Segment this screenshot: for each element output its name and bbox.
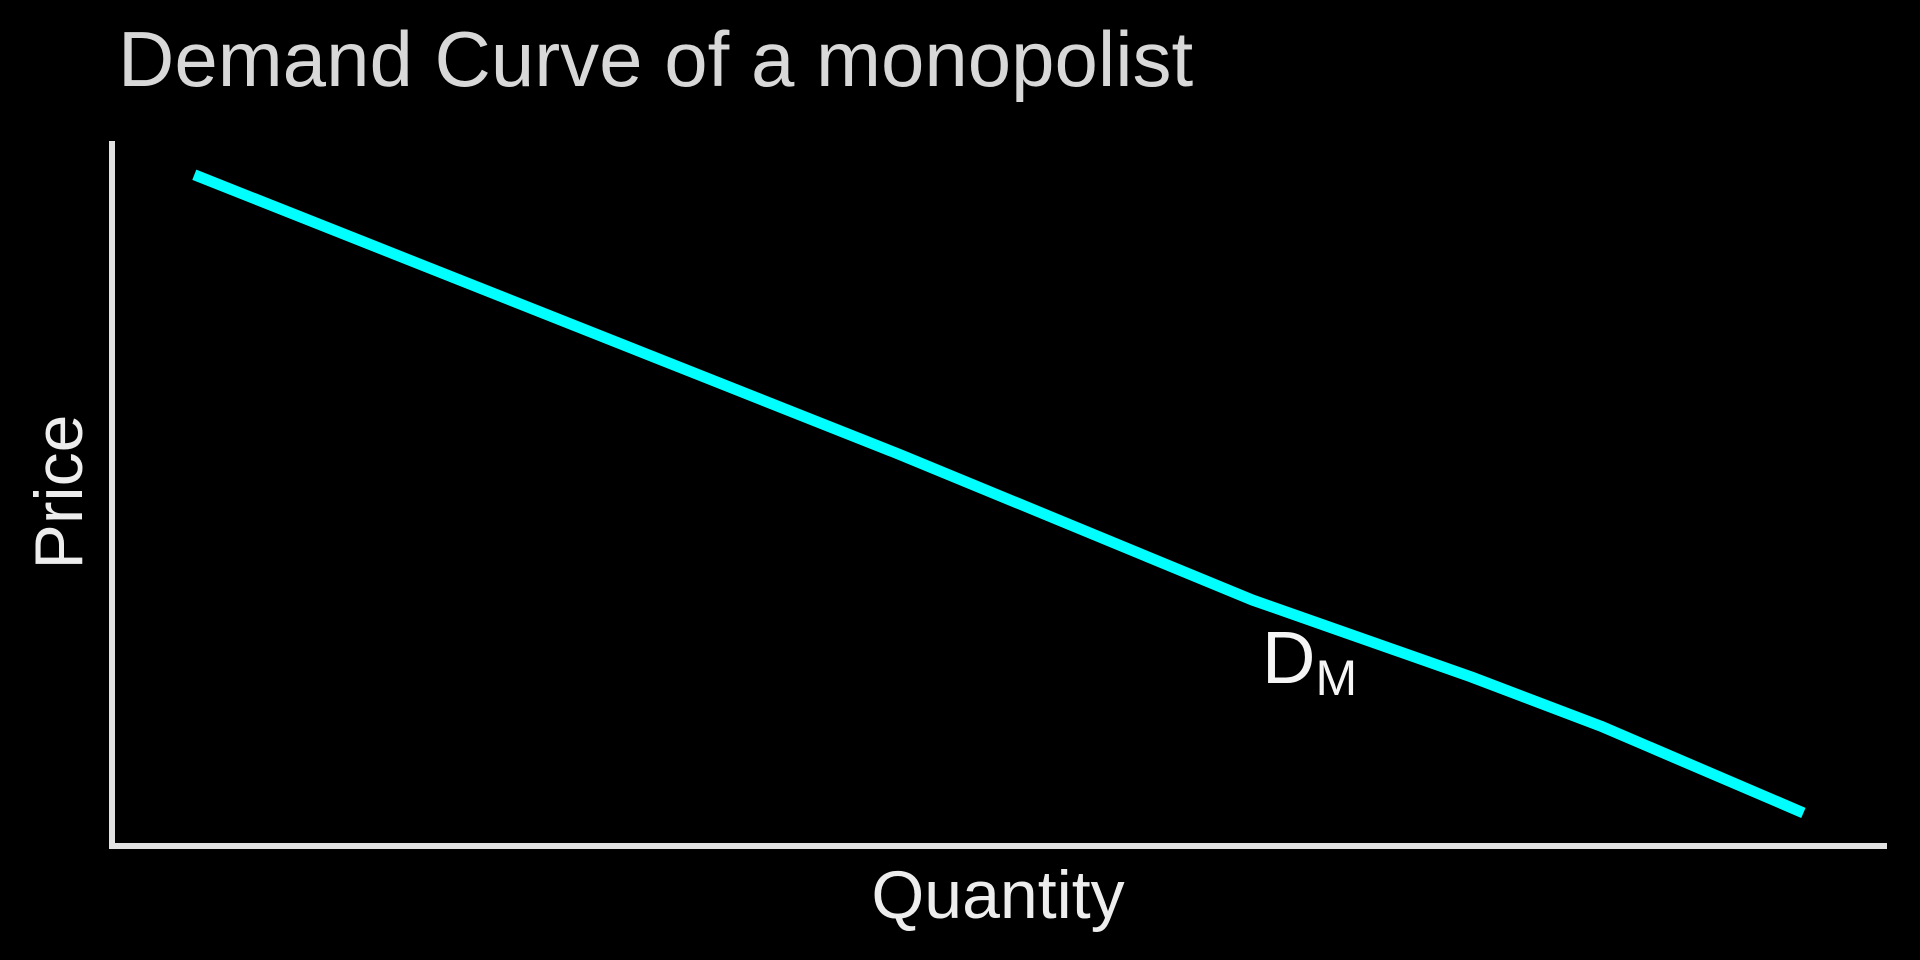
x-axis-line (109, 843, 1887, 849)
y-axis-line (109, 141, 115, 849)
x-axis-label: Quantity (871, 857, 1125, 933)
demand-curve-label: DM (1262, 621, 1357, 704)
demand-curve-line (192, 169, 1806, 818)
demand-curve-label-subscript: M (1315, 650, 1358, 706)
y-axis-label: Price (21, 414, 97, 570)
demand-curve-label-main: D (1262, 616, 1316, 699)
chart-title: Demand Curve of a monopolist (118, 15, 1194, 103)
